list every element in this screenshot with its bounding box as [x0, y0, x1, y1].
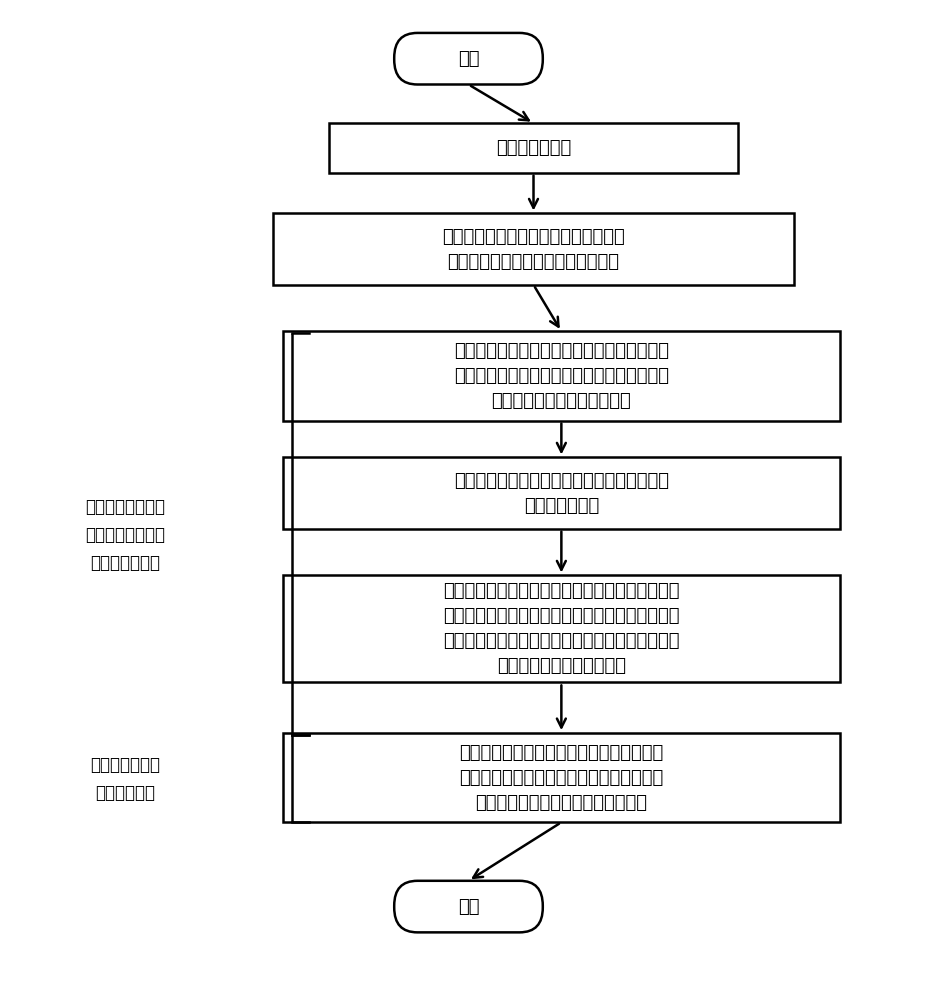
Bar	[283, 331, 839, 421]
Text: 大时间尺度进行基
站端与智能超表面
之间的协同感知: 大时间尺度进行基 站端与智能超表面 之间的协同感知	[85, 498, 165, 572]
Text: 开始: 开始	[458, 50, 478, 68]
Text: 结束: 结束	[458, 898, 478, 916]
Text: 基站端与智能超表面间进行大时间尺度协同感知，
获取两者之间的等效信道。通过利用基站端与智能
超表面之间的视距角度，来克服其等效准静态信道
感知过程中的相位模糊问: 基站端与智能超表面间进行大时间尺度协同感知， 获取两者之间的等效信道。通过利用基…	[443, 582, 679, 675]
Bar	[329, 123, 737, 173]
Bar	[273, 213, 793, 285]
Text: 设计智能超表面的移相器相位，获取智能超表
面视距出发角度: 设计智能超表面的移相器相位，获取智能超表 面视距出发角度	[453, 472, 668, 515]
FancyBboxPatch shape	[394, 33, 542, 84]
Text: 基于基站端与智能超表面的距离设计相
应的感知信号，并确定最大盲区距离: 基于基站端与智能超表面的距离设计相 应的感知信号，并确定最大盲区距离	[442, 228, 624, 271]
Bar	[283, 733, 839, 822]
Text: 小时间尺度进行
时变信道估计: 小时间尺度进行 时变信道估计	[90, 756, 160, 802]
Text: 通过依次开启智能超表面单元在基站端接收
用户发出的训练序列，可获得小时间尺度的
用户与智能超表面间的信道状态信息: 通过依次开启智能超表面单元在基站端接收 用户发出的训练序列，可获得小时间尺度的 …	[459, 744, 663, 812]
Bar	[283, 575, 839, 682]
Text: 初始化设置参数: 初始化设置参数	[495, 139, 571, 157]
Bar	[283, 457, 839, 529]
Text: 基站端通过发射接收感知信号，获取基站端与
智能超表面之间的最强传播路径，并据此设计
基站端相应感知波束赋形矢量: 基站端通过发射接收感知信号，获取基站端与 智能超表面之间的最强传播路径，并据此设…	[453, 342, 668, 410]
FancyBboxPatch shape	[394, 881, 542, 932]
